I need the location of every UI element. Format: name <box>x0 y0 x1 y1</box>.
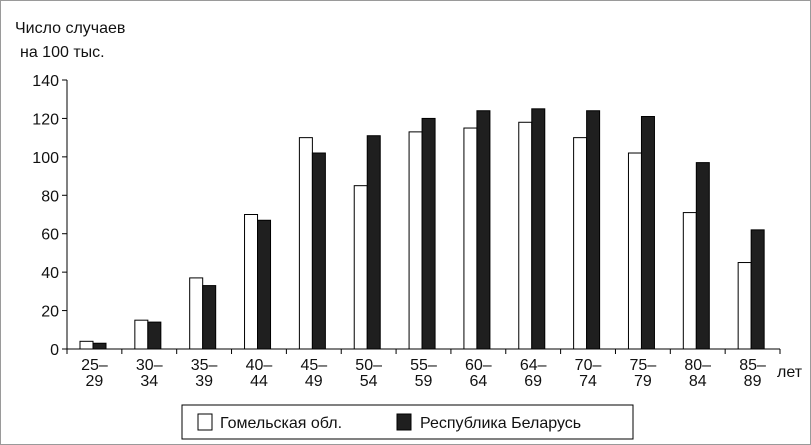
x-category-label-bottom: 34 <box>140 373 158 390</box>
legend-swatch-belarus <box>396 413 412 431</box>
bar-belarus <box>640 116 655 350</box>
legend: Гомельская обл. Республика Беларусь <box>181 404 634 440</box>
bar-belarus <box>311 152 326 350</box>
x-category-label-bottom: 84 <box>689 373 707 390</box>
x-category-label-bottom: 49 <box>305 373 323 390</box>
bar-belarus <box>695 162 710 350</box>
x-category-label-bottom: 39 <box>195 373 213 390</box>
x-category-label-top: 35– <box>191 357 218 374</box>
x-category-label-bottom: 79 <box>634 373 652 390</box>
x-category-label-bottom: 89 <box>744 373 762 390</box>
y-tick-label: 40 <box>41 265 59 282</box>
y-tick-label: 80 <box>41 188 59 205</box>
x-category-label-bottom: 69 <box>524 373 542 390</box>
x-category-label-top: 40– <box>246 357 273 374</box>
bar-gomel <box>353 185 368 350</box>
x-category-label-top: 55– <box>410 357 437 374</box>
bar-belarus <box>531 108 546 350</box>
x-category-label-bottom: 64 <box>469 373 487 390</box>
y-tick-label: 20 <box>41 304 59 321</box>
bar-gomel <box>134 319 149 350</box>
legend-swatch-gomel <box>197 413 213 431</box>
y-axis-ticks: 0 20 40 60 80 100 120 140 <box>32 73 67 359</box>
legend-label-gomel: Гомельская обл. <box>220 415 342 432</box>
x-category-label-bottom: 54 <box>360 373 378 390</box>
x-category-label-top: 45– <box>300 357 327 374</box>
bar-belarus <box>586 110 601 350</box>
y-tick-label: 140 <box>32 73 59 90</box>
bar-belarus <box>257 219 272 350</box>
x-category-label-bottom: 59 <box>415 373 433 390</box>
x-category-label-top: 25– <box>81 357 108 374</box>
y-axis-title: Число случаев на 100 тыс. <box>15 20 125 61</box>
x-category-label-top: 75– <box>630 357 657 374</box>
y-tick-label: 100 <box>32 150 59 167</box>
x-category-label-bottom: 74 <box>579 373 597 390</box>
bar-belarus <box>421 117 436 350</box>
bar-gomel <box>79 340 94 350</box>
bar-belarus <box>366 135 381 350</box>
y-tick-label: 120 <box>32 111 59 128</box>
bar-belarus <box>202 285 217 350</box>
x-category-label-top: 30– <box>136 357 163 374</box>
bar-gomel <box>244 214 259 350</box>
bar-gomel <box>682 212 697 350</box>
y-axis-title-line-2: на 100 тыс. <box>20 44 105 61</box>
x-category-label-top: 85– <box>739 357 766 374</box>
bar-belarus <box>92 342 107 350</box>
x-category-label-top: 64– <box>520 357 547 374</box>
x-category-label-top: 50– <box>355 357 382 374</box>
bar-belarus <box>476 110 491 350</box>
x-axis-categories: 25–2930–3435–3940–4445–4950–5455–5960–64… <box>66 349 781 390</box>
bar-gomel <box>737 262 752 350</box>
y-axis-title-line-1: Число случаев <box>15 20 125 37</box>
bar-gomel <box>189 277 204 350</box>
x-category-label-bottom: 44 <box>250 373 268 390</box>
x-category-label-top: 80– <box>684 357 711 374</box>
bar-gomel <box>408 131 423 350</box>
bars <box>79 108 765 350</box>
x-category-label-top: 70– <box>575 357 602 374</box>
y-tick-label: 0 <box>50 342 59 359</box>
x-axis-title: лет <box>777 364 803 381</box>
bar-gomel <box>573 137 588 350</box>
legend-label-belarus: Республика Беларусь <box>420 415 581 432</box>
bar-gomel <box>298 137 313 350</box>
bar-gomel <box>463 127 478 350</box>
bar-belarus <box>147 321 162 350</box>
x-category-label-top: 60– <box>465 357 492 374</box>
bar-gomel <box>627 152 642 350</box>
y-tick-label: 60 <box>41 227 59 244</box>
bar-belarus <box>750 229 765 350</box>
x-category-label-bottom: 29 <box>86 373 104 390</box>
bar-gomel <box>518 121 533 350</box>
